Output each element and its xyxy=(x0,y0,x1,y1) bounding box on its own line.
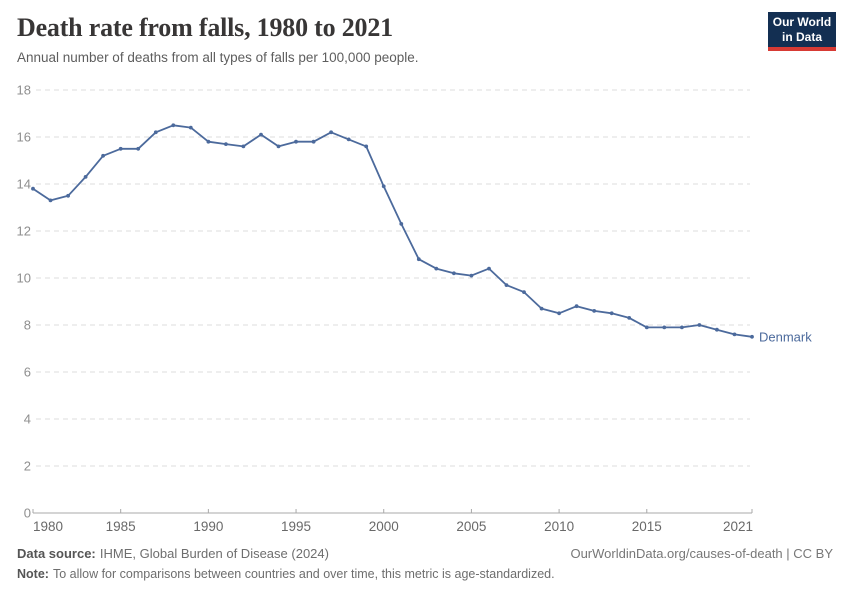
data-point-marker[interactable] xyxy=(504,283,509,287)
x-tick-label: 2021 xyxy=(723,519,753,534)
data-point-marker[interactable] xyxy=(609,311,614,316)
data-point-marker[interactable] xyxy=(206,139,211,144)
data-point-marker[interactable] xyxy=(294,139,298,144)
data-point-marker[interactable] xyxy=(557,311,561,316)
data-point-marker[interactable] xyxy=(434,266,439,271)
data-point-marker[interactable] xyxy=(31,186,35,191)
data-point-marker[interactable] xyxy=(715,327,719,332)
attribution-link[interactable]: OurWorldinData.org/causes-of-death | CC … xyxy=(570,546,833,561)
x-tick-label: 1990 xyxy=(193,519,223,534)
data-source-value: IHME, Global Burden of Disease (2024) xyxy=(99,546,329,561)
data-point-marker[interactable] xyxy=(732,332,737,337)
data-point-marker[interactable] xyxy=(66,193,70,198)
x-tick-label: 2010 xyxy=(544,519,574,534)
data-point-marker[interactable] xyxy=(539,306,544,311)
denmark-line[interactable] xyxy=(32,124,753,338)
data-source-line: Data source: IHME, Global Burden of Disea… xyxy=(17,546,329,561)
data-point-marker[interactable] xyxy=(452,271,456,276)
data-point-marker[interactable] xyxy=(662,325,667,330)
data-point-marker[interactable] xyxy=(750,334,754,339)
data-point-marker[interactable] xyxy=(83,175,88,179)
data-point-marker[interactable] xyxy=(329,130,333,135)
x-tick-label: 1980 xyxy=(33,519,63,534)
data-point-marker[interactable] xyxy=(153,130,158,135)
y-tick-label: 14 xyxy=(17,177,31,192)
data-point-marker[interactable] xyxy=(416,257,421,262)
y-tick-label: 12 xyxy=(17,224,31,239)
page-title: Death rate from falls, 1980 to 2021 xyxy=(17,13,393,42)
data-source-label: Data source: xyxy=(17,546,96,561)
data-point-marker[interactable] xyxy=(188,125,193,130)
data-point-marker[interactable] xyxy=(522,290,526,294)
data-point-marker[interactable] xyxy=(48,198,53,203)
data-point-marker[interactable] xyxy=(171,123,176,128)
y-tick-label: 2 xyxy=(24,459,31,474)
x-tick-label: 2000 xyxy=(369,519,399,534)
data-point-marker[interactable] xyxy=(259,132,263,137)
x-tick-label: 1995 xyxy=(281,519,311,534)
data-point-marker[interactable] xyxy=(680,325,684,330)
note-line: Note: To allow for comparisons between co… xyxy=(17,567,833,581)
data-point-marker[interactable] xyxy=(311,139,316,144)
chart-subtitle: Annual number of deaths from all types o… xyxy=(17,50,419,65)
y-tick-label: 16 xyxy=(17,130,31,145)
owid-logo[interactable]: Our World in Data xyxy=(768,12,836,51)
line-chart-canvas[interactable]: 0 2 4 6 8 10 12 14 16 18 1980 1985 1990 1995 2000 2005 2… xyxy=(0,0,850,545)
data-point-marker[interactable] xyxy=(487,266,491,271)
data-point-marker[interactable] xyxy=(574,304,579,309)
y-tick-label: 10 xyxy=(17,271,31,286)
data-point-marker[interactable] xyxy=(644,325,649,330)
owid-logo-line2: in Data xyxy=(781,30,822,44)
data-point-marker[interactable] xyxy=(118,146,123,151)
data-point-marker[interactable] xyxy=(136,146,141,151)
data-point-marker[interactable] xyxy=(697,323,702,327)
y-tick-label: 0 xyxy=(24,506,31,521)
data-point-marker[interactable] xyxy=(627,316,632,320)
data-point-marker[interactable] xyxy=(101,153,105,158)
data-point-marker[interactable] xyxy=(276,144,281,149)
series-end-label[interactable]: Denmark xyxy=(759,329,812,344)
x-tick-label: 2005 xyxy=(456,519,486,534)
chart-footer: Data source: IHME, Global Burden of Disea… xyxy=(17,546,833,581)
data-point-marker[interactable] xyxy=(224,142,228,147)
data-point-marker[interactable] xyxy=(381,184,386,189)
data-point-marker[interactable] xyxy=(592,309,597,313)
data-point-marker[interactable] xyxy=(241,144,246,149)
x-tick-label: 1985 xyxy=(106,519,136,534)
y-tick-label: 4 xyxy=(24,412,31,427)
x-tick-label: 2015 xyxy=(632,519,662,534)
note-value: To allow for comparisons between countri… xyxy=(52,567,555,581)
owid-logo-line1: Our World xyxy=(772,15,832,29)
data-point-marker[interactable] xyxy=(399,222,404,226)
note-label: Note: xyxy=(17,567,49,581)
data-point-marker[interactable] xyxy=(364,144,369,149)
data-point-marker[interactable] xyxy=(469,273,474,278)
y-tick-label: 18 xyxy=(17,83,31,98)
y-tick-label: 8 xyxy=(24,318,31,333)
y-tick-label: 6 xyxy=(24,365,31,380)
data-point-marker[interactable] xyxy=(346,137,351,142)
